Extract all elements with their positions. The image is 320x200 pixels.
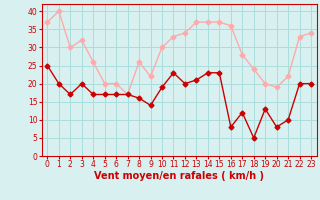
X-axis label: Vent moyen/en rafales ( km/h ): Vent moyen/en rafales ( km/h ) — [94, 171, 264, 181]
